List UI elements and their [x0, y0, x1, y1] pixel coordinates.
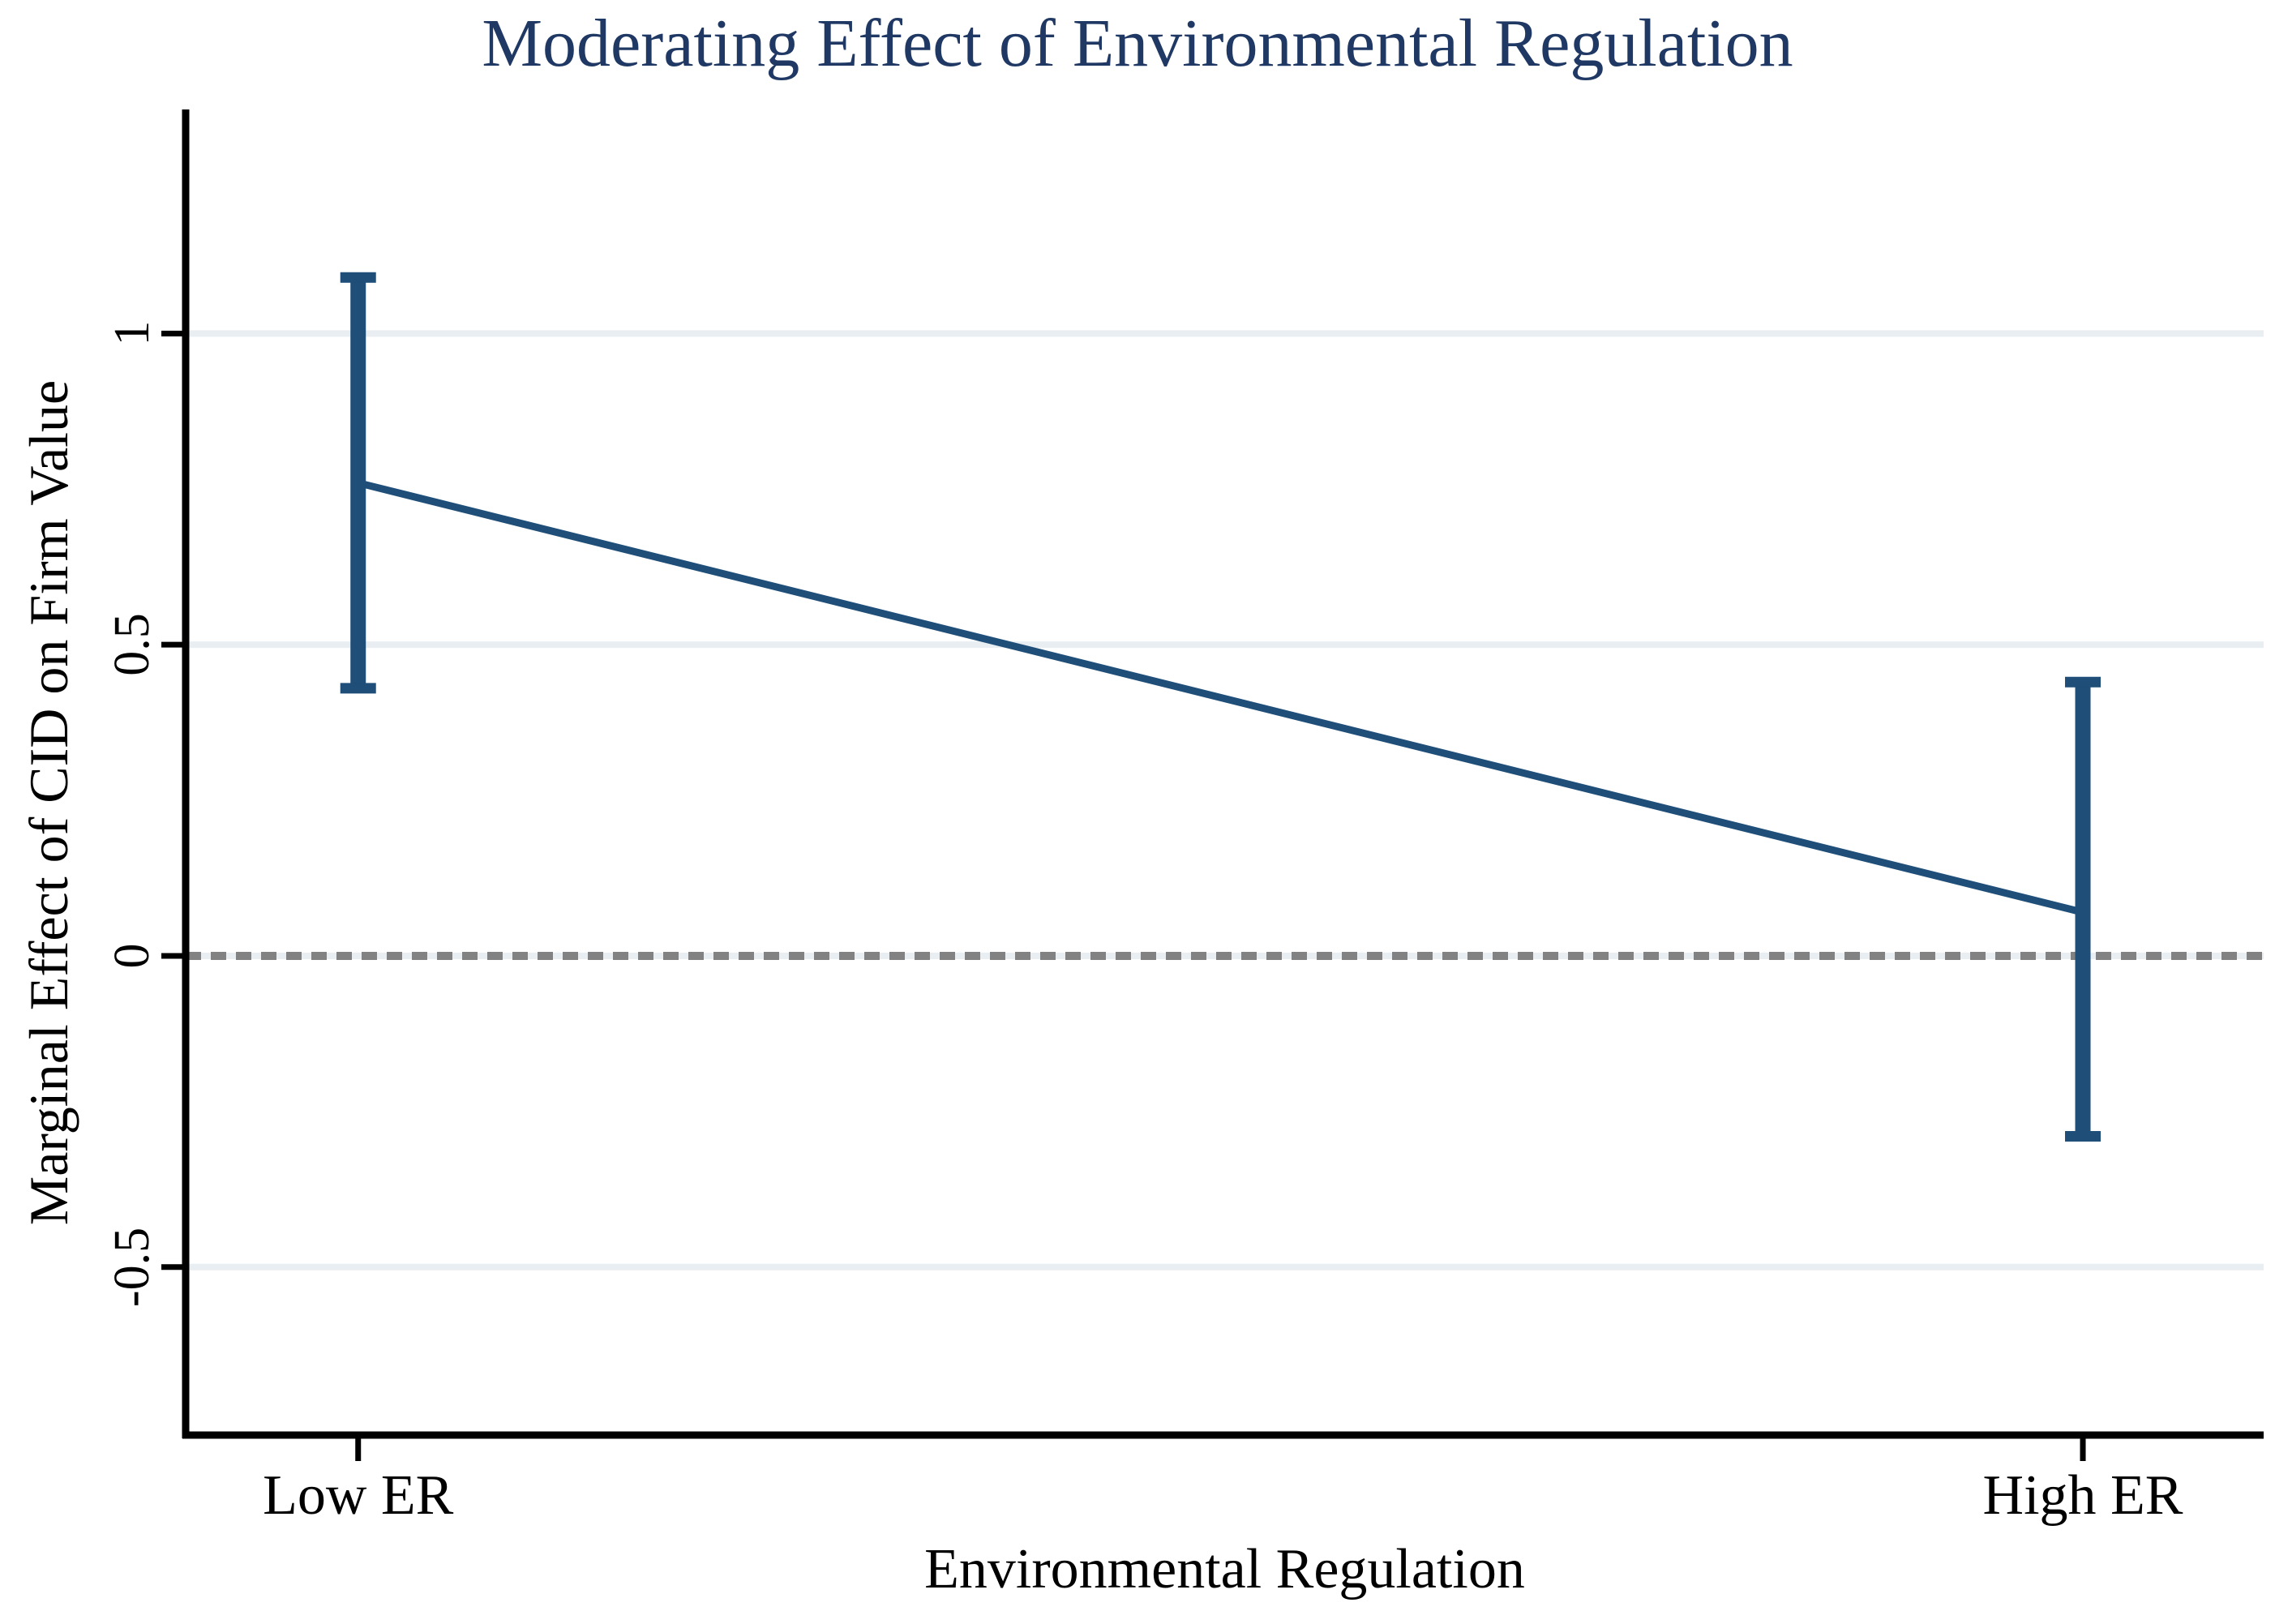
y-tick-label: 1	[105, 320, 160, 346]
chart-title: Moderating Effect of Environmental Regul…	[482, 6, 1793, 81]
marginal-effect-line	[357, 479, 2084, 916]
y-tick-label: -0.5	[105, 1227, 160, 1307]
x-axis-title: Environmental Regulation	[924, 1538, 1525, 1600]
y-tick-label: 0.5	[105, 613, 160, 676]
y-axis-title: Marginal Effect of CID on Firm Value	[18, 379, 79, 1226]
x-tick-label: Low ER	[263, 1464, 454, 1527]
y-tick-label: 0	[105, 943, 160, 969]
x-tick-label: High ER	[1982, 1464, 2183, 1527]
